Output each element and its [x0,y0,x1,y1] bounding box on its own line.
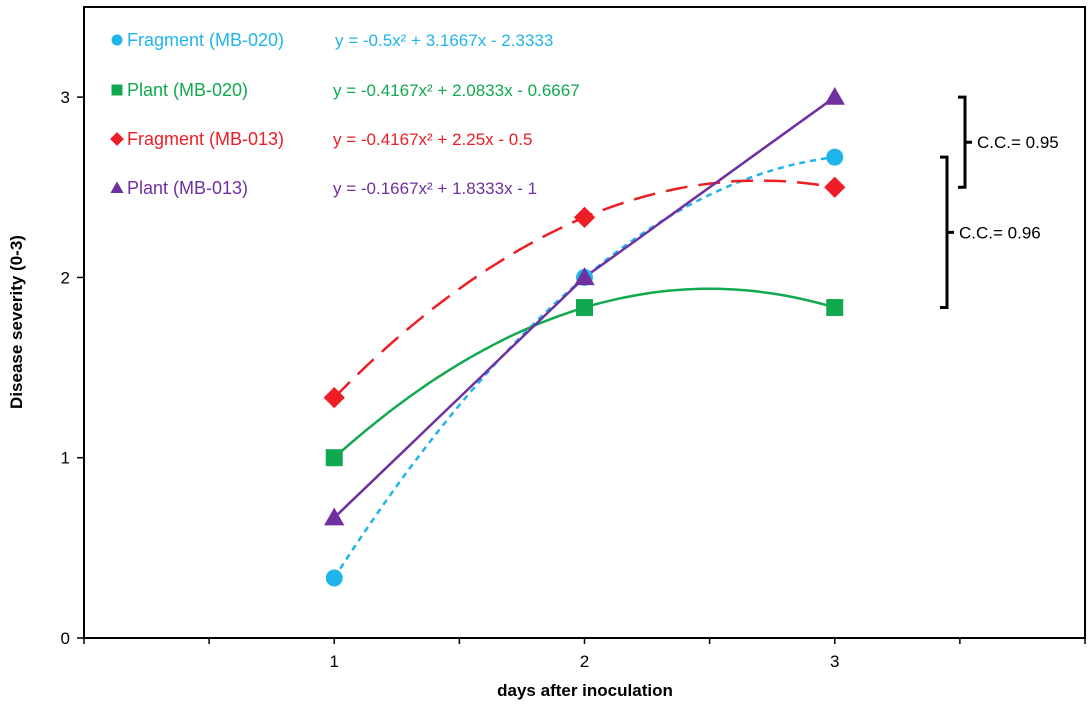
legend-marker-3 [110,132,124,146]
x-tick-label: 3 [830,652,839,671]
data-point-series-4 [324,507,345,526]
legend-marker-2 [111,84,123,96]
x-tick-label: 1 [330,652,339,671]
cc-bracket-2 [940,155,954,310]
data-point-series-1 [325,569,343,587]
legend-label-1: Fragment (MB-020) [127,30,284,50]
y-tick-label: 3 [61,88,70,107]
trend-curves [333,96,836,579]
axes: 0 1 2 3 1 2 3 [61,88,1086,671]
data-point-series-2 [826,299,844,317]
trendline-equation-3: y = -0.4167x² + 2.25x - 0.5 [333,130,532,149]
x-tick-label: 2 [580,652,589,671]
legend-label-4: Plant (MB-013) [127,178,248,198]
cc-label-1: C.C.= 0.95 [977,133,1059,152]
cc-label-2: C.C.= 0.96 [959,223,1041,242]
legend: Fragment (MB-020) y = -0.5x² + 3.1667x - … [110,30,580,198]
y-tick-label: 0 [61,629,70,648]
data-point-series-3 [573,206,596,229]
cc-bracket-1 [958,95,972,189]
trendline-equation-4: y = -0.1667x² + 1.8333x - 1 [333,179,537,198]
data-point-series-3 [323,387,345,409]
cc-annotations: C.C.= 0.95 C.C.= 0.96 [940,95,1059,310]
legend-label-2: Plant (MB-020) [127,80,248,100]
trendline-equation-2: y = -0.4167x² + 2.0833x - 0.6667 [333,81,580,100]
plot-area [83,6,1086,639]
data-point-series-4 [574,267,595,286]
data-point-series-1 [826,148,844,166]
trendline-equation-1: y = -0.5x² + 3.1667x - 2.3333 [335,31,553,50]
data-point-series-2 [325,449,343,467]
legend-marker-1 [111,34,123,46]
legend-marker-4 [110,181,124,193]
data-point-series-2 [576,299,593,317]
data-point-series-4 [824,86,845,105]
x-axis-title: days after inoculation [497,681,673,700]
series-line-1 [333,155,835,579]
y-tick-label: 2 [61,268,70,287]
y-tick-label: 1 [61,449,70,468]
legend-label-3: Fragment (MB-013) [127,129,284,149]
data-markers [323,86,846,587]
y-axis-title: Disease severity (0-3) [7,235,26,409]
data-point-series-3 [824,176,846,198]
